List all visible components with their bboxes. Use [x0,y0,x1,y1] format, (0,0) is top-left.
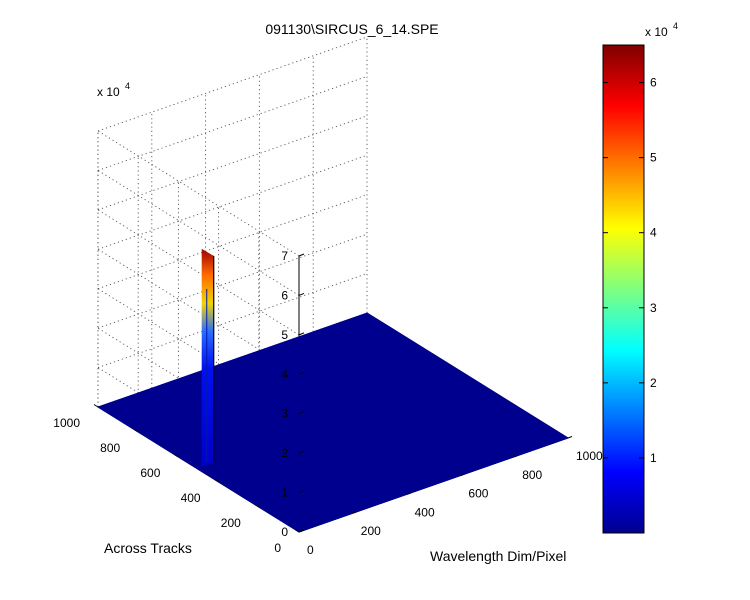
colorbar-tick-label: 1 [650,451,657,465]
x-tick-label: 1000 [576,449,603,463]
x-tick-label: 400 [415,505,435,519]
colorbar-exponent-power: 4 [673,21,678,31]
y-tick-mark [133,429,139,433]
x-tick-label: 800 [522,468,542,482]
colorbar-gradient [602,44,645,534]
z-exponent-label: x 10 4 [97,81,130,99]
y-tick-label: 600 [140,466,160,480]
z-tick-label: 4 [281,367,288,381]
x-tick-mark [514,454,519,458]
x-tick-mark [352,511,357,514]
surface-peak [201,248,214,467]
z-tick-label: 0 [281,525,288,539]
colorbar-tick-label: 5 [650,151,657,165]
z-tick-mark [298,332,305,336]
z-tick-label: 1 [281,486,288,500]
x-tick-label: 200 [361,524,381,538]
z-tick-mark [298,529,305,533]
colorbar-exponent-label: x 10 4 [645,21,678,39]
z-tick-label: 3 [281,407,288,421]
x-tick-mark [567,436,573,439]
colorbar-tick-label: 3 [650,301,657,315]
y-tick-mark [174,454,179,458]
surface-floor [96,312,570,533]
x-tick-label: 600 [468,487,488,501]
y-tick-mark [214,479,219,483]
y-tick-label: 800 [100,441,120,455]
colorbar: 1 2 3 4 5 6 x 10 4 [602,21,678,534]
colorbar-tick-label: 4 [650,226,657,240]
y-axis-ticks: 0 200 400 600 800 1000 [53,404,300,555]
grid-line [97,288,300,415]
y-tick-mark [294,529,300,533]
x-axis-ticks: 0 200 400 600 800 1000 [298,436,603,557]
z-tick-label: 5 [281,328,288,342]
z-tick-mark [298,292,305,296]
y-tick-mark [254,504,260,508]
colorbar-exponent-base: x 10 [645,25,668,39]
z-tick-mark [298,371,305,375]
grid-line [97,170,300,296]
grid-line [97,36,368,132]
colorbar-ticks: 1 2 3 4 5 6 [603,76,657,465]
y-axis-label: Across Tracks [104,540,192,556]
z-tick-mark [298,450,305,454]
chart-title: 091130\SIRCUS_6_14.SPE [265,21,438,37]
z-tick-mark [298,490,305,494]
grid-line [97,130,300,257]
grid-line [97,209,300,336]
z-tick-label: 2 [281,446,288,460]
z-tick-label: 7 [281,249,288,263]
z-axis-ticks: 0 1 2 3 4 5 6 7 [281,249,305,539]
x-axis-label: Wavelength Dim/Pixel [430,548,566,564]
z-tick-label: 6 [281,288,288,302]
surface [96,248,570,533]
x-tick-label: 0 [307,543,314,557]
z-tick-mark [298,411,305,415]
y-tick-label: 1000 [53,416,80,430]
y-tick-label: 200 [221,516,241,530]
axes-3d: 0 200 400 600 800 1000 0 200 400 600 800 1000 0 1 2 3… [53,36,603,564]
z-tick-mark [298,253,305,257]
x-tick-mark [406,492,411,495]
colorbar-tick-label: 6 [650,76,657,90]
z-exponent-power: 4 [125,81,130,91]
y-tick-mark [93,404,99,408]
y-tick-label: 400 [181,491,201,505]
grid-line [97,248,300,375]
x-tick-mark [460,473,465,477]
z-exponent-base: x 10 [97,85,120,99]
y-tick-label: 0 [274,541,281,555]
colorbar-tick-label: 2 [650,376,657,390]
